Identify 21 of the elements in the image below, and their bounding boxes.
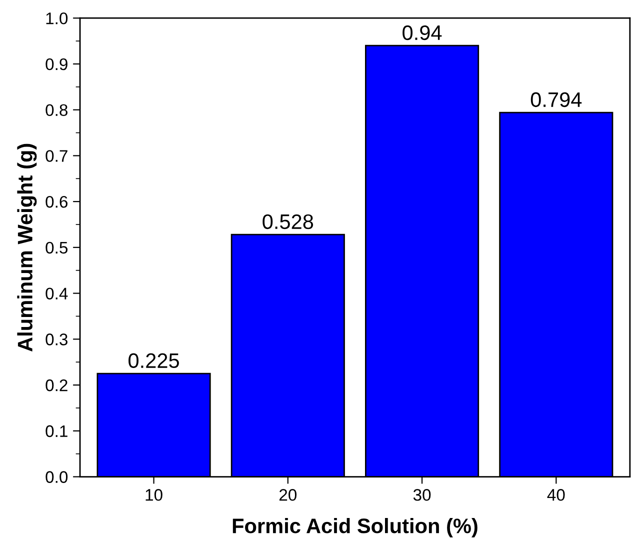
y-tick-label: 0.2 [46,379,68,392]
x-tick-label: 30 [413,489,431,501]
y-tick-label: 0.5 [46,242,68,254]
y-tick-label: 0.8 [46,104,68,116]
y-tick-label: 1.0 [46,12,68,24]
y-axis-title: Aluminum Weight (g) [17,144,37,352]
y-tick-label: 0.7 [46,150,68,162]
x-axis-title: Formic Acid Solution (%) [232,518,478,538]
y-tick-label: 0.1 [46,425,68,438]
y-tick-label: 0.0 [46,471,68,483]
x-tick-label: 40 [547,489,565,501]
y-tick-label: 0.9 [46,58,68,70]
y-tick-label: 0.3 [46,334,68,346]
data-label: 0.225 [128,353,179,368]
data-label: 0.94 [402,25,442,40]
y-tick-label: 0.6 [46,196,68,208]
x-tick-label: 10 [146,489,162,501]
y-tick-label: 0.4 [46,288,68,300]
data-label: 0.794 [530,92,582,108]
x-tick-label: 20 [279,489,297,501]
data-label: 0.528 [262,214,314,230]
